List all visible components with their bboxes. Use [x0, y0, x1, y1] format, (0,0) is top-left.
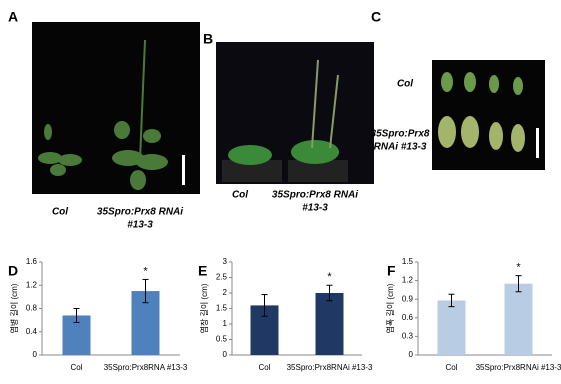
x-tick-label: 35Spro:Prx8RNA #13-3	[104, 363, 188, 372]
panel-label: C	[371, 9, 381, 25]
plants-a	[38, 39, 168, 190]
y-tick-label: 0	[33, 350, 38, 359]
caption: #13-3	[302, 203, 328, 214]
panel-label: D	[8, 263, 18, 279]
y-tick-label: 0.5	[216, 335, 228, 344]
y-tick-label: 0	[409, 350, 414, 359]
y-tick-label: 2	[223, 288, 228, 297]
panel-label: B	[203, 31, 213, 47]
y-axis-label: 엽폭 길이 (cm)	[385, 283, 395, 333]
x-tick-label: Col	[445, 363, 457, 372]
x-tick-label: Col	[70, 363, 82, 372]
bar	[437, 300, 466, 355]
significance: *	[143, 265, 148, 277]
y-axis-label: 엽병 길이 (cm)	[9, 283, 19, 333]
y-tick-label: 3	[223, 257, 228, 266]
y-tick-label: 0	[223, 350, 228, 359]
bar	[315, 293, 344, 355]
y-tick-label: 2.5	[216, 273, 228, 282]
y-tick-label: 1	[223, 319, 228, 328]
scale-bar	[182, 155, 185, 185]
x-tick-label: 35Spro:Prx8RNAi #13-3	[476, 363, 561, 372]
caption: Col	[232, 190, 248, 201]
caption: Col	[52, 207, 68, 218]
panel-label: E	[198, 263, 207, 279]
y-tick-label: 1.2	[26, 280, 38, 289]
significance: *	[327, 271, 332, 283]
panel-label: F	[387, 263, 396, 279]
caption: Col	[397, 79, 413, 90]
y-tick-label: 0.3	[402, 332, 414, 341]
leaves-c	[438, 72, 525, 152]
caption: 35Spro:Prx8 RNAi	[272, 190, 358, 201]
y-tick-label: 1.2	[402, 276, 414, 285]
significance: *	[516, 262, 521, 274]
y-tick-label: 1.6	[26, 257, 38, 266]
caption: RNAi #13-3	[374, 142, 427, 153]
bar	[504, 283, 533, 355]
caption: 35Spro:Prx8	[371, 129, 430, 140]
plants-b	[222, 59, 348, 182]
y-tick-label: 0.4	[26, 327, 38, 336]
y-tick-label: 1.5	[216, 304, 228, 313]
y-tick-label: 0.6	[402, 313, 414, 322]
y-tick-label: 0.9	[402, 294, 414, 303]
caption: #13-3	[127, 220, 153, 231]
x-tick-label: Col	[258, 363, 270, 372]
x-tick-label: 35Spro:Prx8RNAi #13-3	[287, 363, 373, 372]
y-tick-label: 0.8	[26, 304, 38, 313]
y-axis-label: 엽장 길이 (cm)	[199, 283, 209, 333]
caption: 35Spro:Prx8 RNAi	[97, 207, 183, 218]
scale-bar	[536, 128, 539, 158]
panel-label: A	[8, 9, 18, 25]
y-tick-label: 1.5	[402, 257, 414, 266]
